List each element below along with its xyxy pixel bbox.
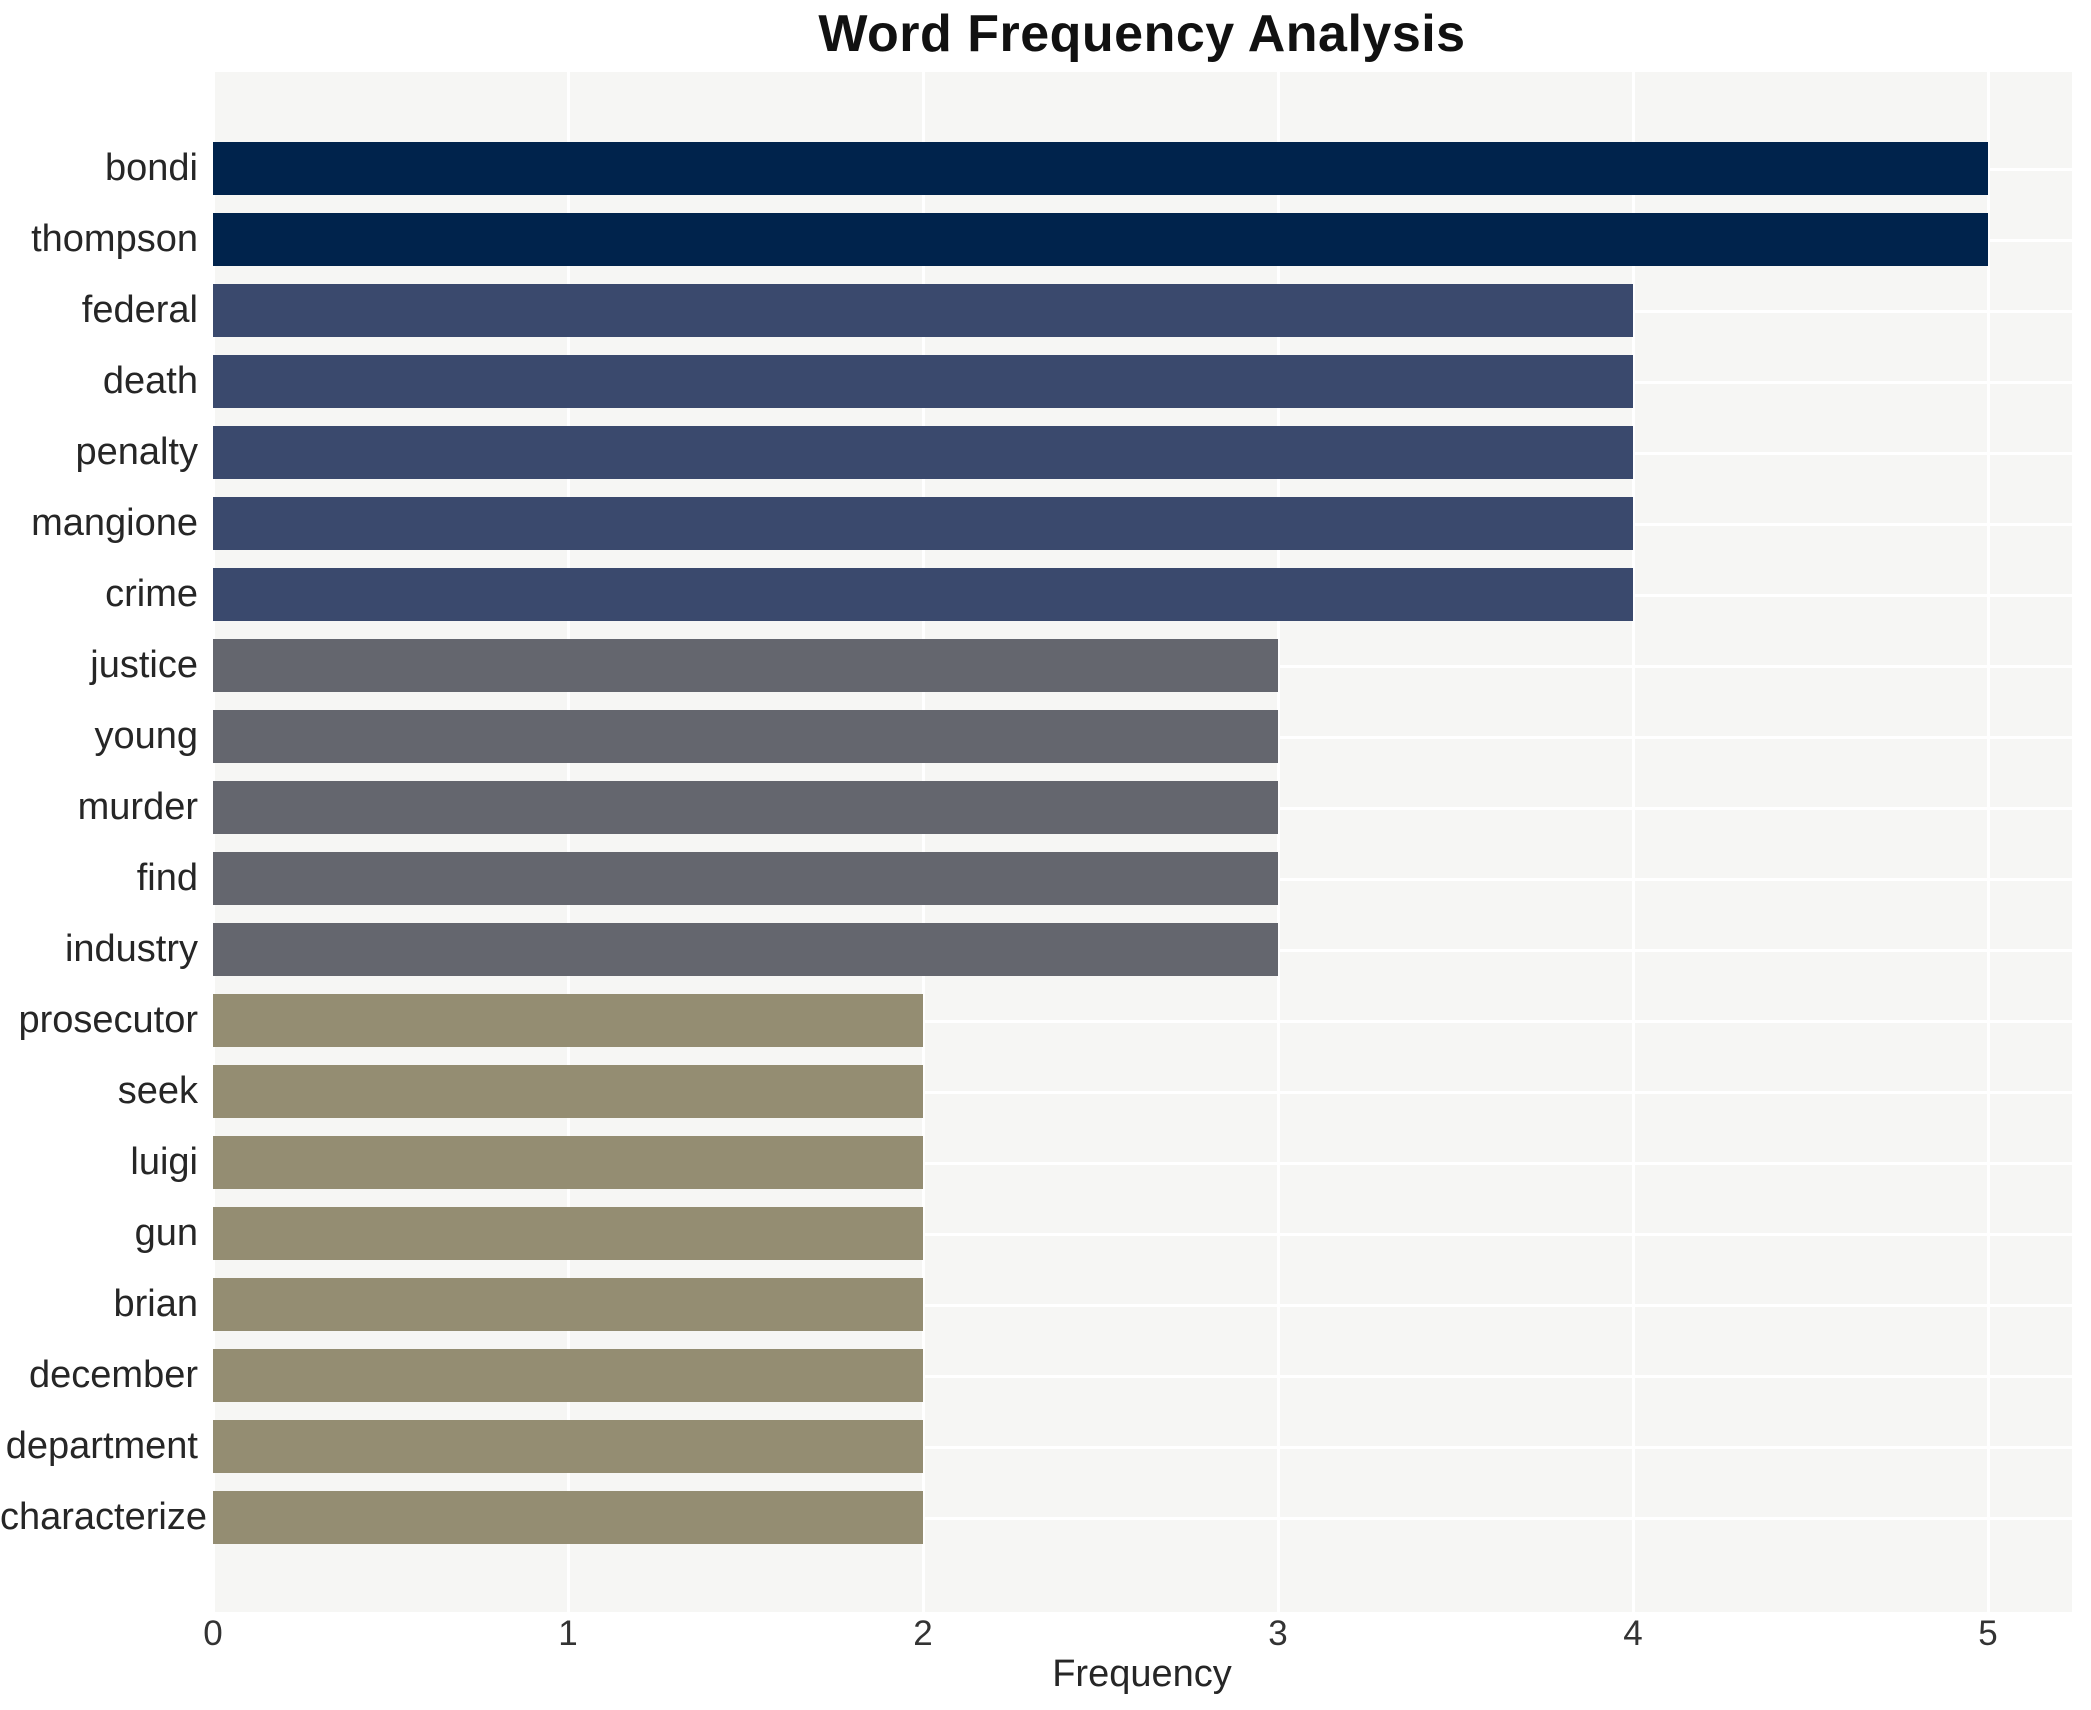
y-tick-label-characterize: characterize (0, 1496, 207, 1538)
chart-title: Word Frequency Analysis (818, 5, 1466, 63)
vertical-gridline (212, 72, 215, 1612)
y-tick-label-death: death (102, 360, 198, 402)
vertical-gridline (1277, 72, 1280, 1612)
bar-murder (213, 781, 1278, 834)
bar-december (213, 1349, 923, 1402)
y-tick-label-gun: gun (134, 1212, 198, 1254)
x-tick-label-0: 0 (203, 1614, 223, 1653)
y-tick-label-murder: murder (77, 786, 198, 828)
bar-justice (213, 639, 1278, 692)
bar-seek (213, 1065, 923, 1118)
horizontal-gridline (212, 1232, 2072, 1236)
bar-federal (213, 284, 1633, 337)
horizontal-gridline (212, 1516, 2072, 1520)
x-axis-label: Frequency (1052, 1653, 1232, 1695)
bar-characterize (213, 1491, 923, 1544)
horizontal-gridline (212, 1161, 2072, 1165)
x-tick-label-1: 1 (558, 1614, 578, 1653)
vertical-gridline (567, 72, 570, 1612)
horizontal-gridline (212, 1019, 2072, 1023)
bar-find (213, 852, 1278, 905)
y-tick-label-find: find (136, 857, 198, 899)
x-tick-label-4: 4 (1623, 1614, 1643, 1653)
y-tick-label-bondi: bondi (105, 147, 198, 189)
y-tick-label-seek: seek (117, 1070, 198, 1112)
bar-mangione (213, 497, 1633, 550)
y-tick-label-federal: federal (81, 289, 198, 331)
bar-prosecutor (213, 994, 923, 1047)
bar-department (213, 1420, 923, 1473)
y-tick-label-industry: industry (64, 928, 198, 970)
vertical-gridline (1632, 72, 1635, 1612)
y-tick-label-brian: brian (113, 1283, 199, 1325)
y-tick-label-penalty: penalty (75, 431, 198, 473)
y-tick-label-thompson: thompson (31, 218, 198, 260)
plot-area (212, 72, 2072, 1612)
bar-luigi (213, 1136, 923, 1189)
horizontal-gridline (212, 1090, 2072, 1094)
bar-thompson (213, 213, 1988, 266)
y-tick-label-mangione: mangione (31, 502, 198, 544)
bar-gun (213, 1207, 923, 1260)
y-tick-label-department: department (5, 1425, 198, 1467)
y-tick-label-crime: crime (105, 573, 198, 615)
vertical-gridline (922, 72, 925, 1612)
bar-bondi (213, 142, 1988, 195)
bar-death (213, 355, 1633, 408)
bar-industry (213, 923, 1278, 976)
bar-penalty (213, 426, 1633, 479)
x-tick-label-5: 5 (1978, 1614, 1998, 1653)
y-tick-label-young: young (94, 715, 198, 757)
horizontal-gridline (212, 1445, 2072, 1449)
horizontal-gridline (212, 1374, 2072, 1378)
y-tick-label-justice: justice (90, 644, 198, 686)
y-tick-label-december: december (29, 1354, 198, 1396)
bar-crime (213, 568, 1633, 621)
horizontal-gridline (212, 1303, 2072, 1307)
y-tick-label-luigi: luigi (130, 1141, 198, 1183)
vertical-gridline (1987, 72, 1990, 1612)
y-tick-label-prosecutor: prosecutor (18, 999, 198, 1041)
bar-brian (213, 1278, 923, 1331)
x-tick-label-3: 3 (1268, 1614, 1288, 1653)
x-tick-label-2: 2 (913, 1614, 933, 1653)
bar-young (213, 710, 1278, 763)
